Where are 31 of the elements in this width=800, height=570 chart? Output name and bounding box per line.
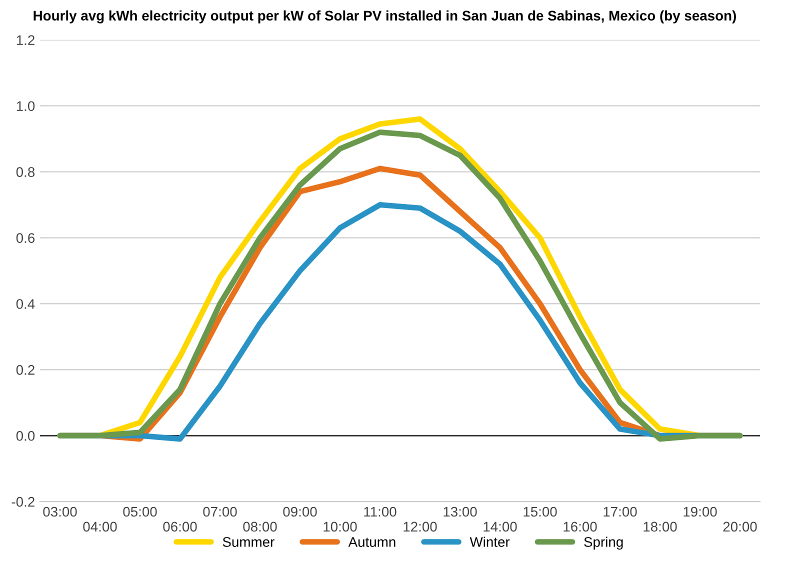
- y-tick-label: -0.2: [12, 496, 34, 507]
- x-tick-label: 06:00: [163, 522, 197, 532]
- x-tick-label: 16:00: [564, 522, 597, 532]
- x-tick-label: 14:00: [484, 522, 517, 532]
- x-tick-label: 10:00: [324, 522, 357, 532]
- y-tick-label: 0.4: [16, 299, 35, 309]
- y-tick-label: 1.2: [16, 35, 34, 45]
- x-tick-label: 19:00: [684, 506, 717, 517]
- y-tick-label: 0.8: [16, 167, 35, 177]
- x-tick-label: 20:00: [723, 522, 757, 532]
- legend-label: Spring: [584, 536, 623, 550]
- x-tick-label: 04:00: [83, 522, 117, 532]
- y-tick-label: 0.2: [16, 365, 34, 375]
- legend-label: Winter: [470, 536, 510, 547]
- legend-label: Summer: [222, 537, 274, 547]
- x-tick-label: 08:00: [243, 522, 277, 532]
- y-tick-label: 0.6: [16, 233, 35, 243]
- y-tick-label: 0.0: [16, 430, 35, 441]
- x-tick-label: 13:00: [444, 506, 477, 517]
- x-tick-label: 09:00: [283, 506, 317, 517]
- x-tick-label: 07:00: [203, 506, 237, 517]
- x-tick-label: 17:00: [604, 506, 637, 517]
- x-tick-label: 18:00: [644, 522, 677, 532]
- x-tick-label: 15:00: [524, 506, 557, 517]
- y-tick-label: 1.0: [16, 101, 35, 112]
- chart-title: Hourly avg kWh electricity output per kW of Solar PV installed in San Juan de Sabinas, Mexico (by season): [34, 10, 736, 24]
- x-tick-label: 03:00: [43, 506, 77, 517]
- legend-label: Autumn: [348, 537, 396, 547]
- x-tick-label: 05:00: [123, 506, 157, 517]
- x-tick-label: 12:00: [404, 522, 437, 532]
- x-tick-label: 11:00: [364, 506, 396, 517]
